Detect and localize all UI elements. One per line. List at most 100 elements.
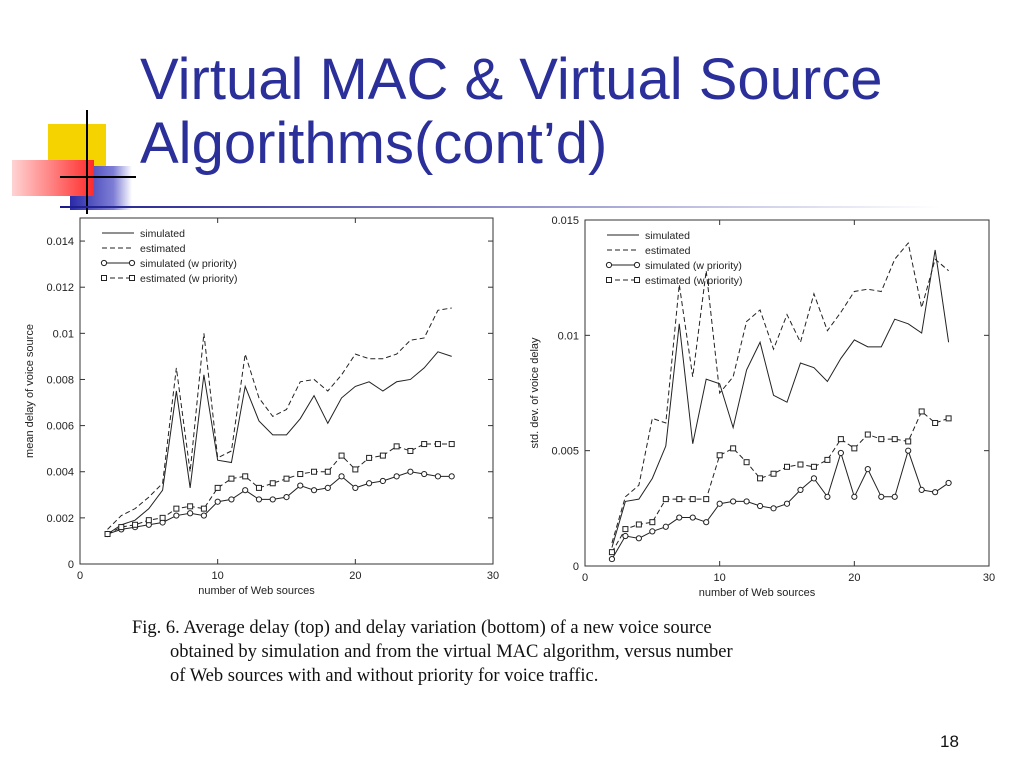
series-line-simulated (611, 249, 950, 548)
legend-label-simulated-w-priority: simulated (w priority) (645, 260, 742, 272)
y-tick-label: 0.015 (551, 215, 579, 227)
data-point-simulated-w-priority (756, 502, 764, 510)
data-point-simulated-w-priority (783, 500, 791, 507)
y-tick-label: 0.014 (46, 236, 74, 248)
data-point-estimated-w-priority (228, 475, 235, 482)
data-point-simulated-w-priority (918, 486, 925, 493)
data-point-simulated-w-priority (730, 498, 737, 505)
data-point-estimated-w-priority (283, 475, 290, 482)
x-axis-label: number of Web sources (198, 585, 315, 597)
data-point-estimated-w-priority (905, 438, 912, 445)
series-line-simulated (107, 351, 452, 535)
data-point-simulated-w-priority (255, 496, 263, 503)
slide-title: Virtual MAC & Virtual Source Algorithms(… (140, 48, 1000, 176)
title-underline (60, 206, 940, 208)
data-point-estimated-w-priority (366, 454, 373, 461)
data-point-simulated-w-priority (366, 480, 373, 487)
data-point-estimated-w-priority (743, 459, 750, 466)
data-point-estimated-w-priority (662, 496, 669, 503)
y-tick-label: 0.01 (53, 328, 74, 340)
y-tick-label: 0.012 (46, 282, 74, 294)
data-point-estimated-w-priority (649, 519, 656, 526)
page-number: 18 (940, 732, 959, 751)
data-point-simulated-w-priority (283, 494, 290, 501)
x-tick-label: 10 (212, 570, 224, 582)
series-line-estimated (611, 241, 949, 544)
data-point-estimated-w-priority (932, 419, 939, 426)
legend-marker-estimated-w-priority (129, 275, 135, 281)
data-point-simulated-w-priority (770, 505, 777, 512)
data-point-simulated-w-priority (743, 498, 750, 505)
data-point-estimated-w-priority (269, 480, 276, 487)
data-point-simulated-w-priority (434, 473, 442, 480)
data-point-simulated-w-priority (338, 473, 345, 480)
data-point-estimated-w-priority (145, 517, 152, 524)
data-point-simulated-w-priority (214, 498, 221, 505)
accent-red-bar (12, 160, 94, 196)
data-point-estimated-w-priority (891, 436, 898, 443)
data-point-simulated-w-priority (676, 514, 683, 521)
data-point-estimated-w-priority (214, 484, 221, 491)
data-point-estimated-w-priority (242, 473, 249, 480)
accent-horizontal-line (60, 176, 136, 178)
data-point-estimated-w-priority (864, 431, 871, 438)
series-line-simulated-w-priority (107, 471, 452, 535)
legend-label-simulated-w-priority: simulated (w priority) (140, 258, 237, 270)
plot-frame (79, 217, 494, 565)
data-point-estimated-w-priority (159, 514, 166, 521)
data-point-simulated-w-priority (703, 519, 710, 526)
data-point-estimated-w-priority (379, 452, 386, 459)
x-tick-label: 0 (77, 570, 83, 582)
legend-label-estimated-w-priority: estimated (w priority) (645, 275, 742, 287)
data-point-simulated-w-priority (379, 477, 386, 485)
data-point-estimated-w-priority (730, 445, 737, 452)
data-point-simulated-w-priority (716, 500, 723, 507)
legend-label-estimated: estimated (140, 243, 186, 255)
legend-marker-simulated-w-priority (633, 261, 641, 269)
data-point-estimated-w-priority (187, 503, 194, 510)
data-point-simulated-w-priority (393, 473, 400, 480)
accent-vertical-line (86, 110, 88, 214)
data-point-estimated-w-priority (608, 549, 615, 556)
data-point-simulated-w-priority (810, 475, 818, 482)
data-point-simulated-w-priority (851, 493, 858, 500)
data-point-simulated-w-priority (352, 484, 359, 491)
data-point-simulated-w-priority (945, 479, 952, 487)
series-line-estimated-w-priority (611, 410, 949, 553)
data-point-simulated-w-priority (837, 449, 844, 457)
data-point-simulated-w-priority (242, 487, 249, 494)
data-point-simulated-w-priority (407, 468, 414, 475)
data-point-estimated-w-priority (689, 496, 696, 503)
data-point-simulated-w-priority (269, 496, 276, 503)
data-point-estimated-w-priority (918, 408, 925, 415)
legend-label-simulated: simulated (645, 230, 690, 242)
y-tick-label: 0.004 (46, 467, 74, 479)
data-point-estimated-w-priority (810, 463, 817, 470)
data-point-estimated-w-priority (770, 470, 777, 477)
data-point-simulated-w-priority (662, 523, 669, 530)
data-point-estimated-w-priority (716, 452, 723, 459)
x-tick-label: 30 (983, 572, 995, 584)
x-axis-label: number of Web sources (699, 587, 816, 599)
legend-label-estimated-w-priority: estimated (w priority) (140, 273, 237, 285)
data-point-estimated-w-priority (622, 526, 629, 533)
series-line-estimated (107, 307, 452, 530)
data-point-estimated-w-priority (393, 443, 400, 450)
data-point-simulated-w-priority (421, 470, 428, 478)
data-point-estimated-w-priority (407, 447, 414, 454)
data-point-simulated-w-priority (932, 489, 939, 496)
data-point-simulated-w-priority (297, 482, 304, 489)
data-point-estimated-w-priority (837, 436, 844, 443)
y-axis-label: std. dev. of voice delay (529, 337, 541, 449)
data-point-estimated-w-priority (635, 521, 642, 528)
data-point-estimated-w-priority (132, 521, 139, 528)
data-point-simulated-w-priority (200, 512, 207, 519)
data-point-simulated-w-priority (635, 535, 642, 542)
y-tick-label: 0 (573, 561, 579, 573)
legend-marker-estimated-w-priority (606, 277, 612, 283)
data-point-simulated-w-priority (905, 447, 912, 454)
data-point-estimated-w-priority (878, 436, 885, 443)
data-point-simulated-w-priority (864, 466, 871, 473)
plot-frame (584, 219, 990, 567)
caption-line-3: of Web sources with and without priority… (170, 666, 599, 686)
